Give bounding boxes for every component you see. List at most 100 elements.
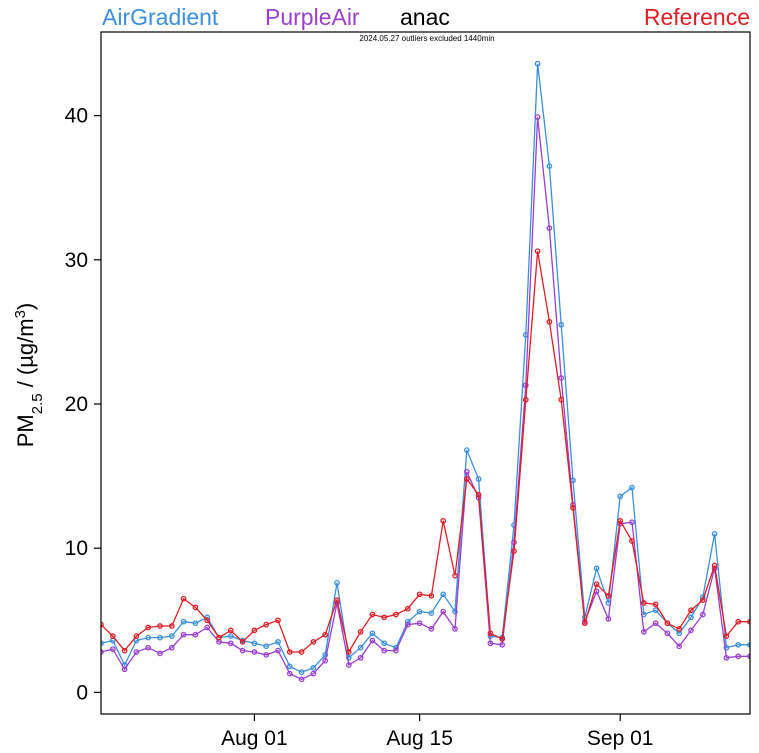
series-layer <box>101 60 750 683</box>
data-point <box>298 669 305 676</box>
data-point <box>109 646 116 652</box>
data-point <box>263 652 270 658</box>
data-point <box>192 631 199 638</box>
data-point <box>204 617 211 624</box>
data-point <box>428 592 435 599</box>
data-point <box>404 621 411 628</box>
data-point <box>428 610 435 616</box>
data-point <box>145 624 152 631</box>
data-point <box>558 375 565 381</box>
data-point <box>121 666 128 673</box>
data-point <box>711 562 718 569</box>
data-point <box>428 626 435 632</box>
data-point <box>723 654 730 661</box>
data-point <box>605 615 612 622</box>
data-point <box>227 640 234 647</box>
data-point <box>168 633 175 639</box>
data-point <box>298 676 305 683</box>
data-point <box>404 605 411 612</box>
data-point <box>440 517 447 524</box>
data-point <box>381 614 388 621</box>
data-point <box>310 639 317 645</box>
data-point <box>463 468 470 475</box>
data-point <box>263 621 270 628</box>
x-tick-label: Aug 15 <box>386 727 453 750</box>
data-point <box>735 618 742 625</box>
data-point <box>275 647 281 654</box>
y-tick-label: 10 <box>65 537 88 560</box>
data-point <box>322 652 329 658</box>
data-point <box>227 627 234 634</box>
data-point <box>440 591 447 598</box>
data-point <box>440 608 447 615</box>
data-point <box>558 321 565 328</box>
legend-reference: Reference <box>644 4 750 30</box>
series-airgradient <box>101 60 750 676</box>
data-point <box>605 592 612 599</box>
y-tick-label: 0 <box>76 681 88 704</box>
data-point <box>180 631 187 638</box>
series-line <box>101 251 750 654</box>
plot-frame <box>100 31 751 715</box>
data-point <box>534 114 541 120</box>
data-point <box>593 581 600 588</box>
data-point <box>157 650 163 657</box>
data-point <box>629 484 635 491</box>
data-point <box>652 620 659 627</box>
data-point <box>652 607 659 614</box>
data-point <box>640 600 647 606</box>
data-point <box>416 608 423 615</box>
data-point <box>522 382 529 389</box>
data-point <box>676 643 683 650</box>
data-point <box>699 597 706 603</box>
data-point <box>723 644 730 651</box>
chart-subtitle: 2024.05.27 outliers excluded 1440min <box>359 34 494 43</box>
data-point <box>286 649 293 655</box>
data-point <box>109 633 116 639</box>
data-point <box>345 649 352 655</box>
data-point <box>723 633 730 639</box>
data-point <box>192 620 199 627</box>
data-point <box>475 476 482 482</box>
y-tick-label: 40 <box>65 105 88 128</box>
data-point <box>145 644 152 651</box>
y-tick-label: 20 <box>65 393 88 416</box>
data-point <box>452 608 458 615</box>
data-point <box>511 548 517 554</box>
data-point <box>239 639 246 645</box>
data-point <box>452 572 458 579</box>
data-point <box>322 657 329 664</box>
data-point <box>322 631 329 638</box>
data-point <box>286 670 293 677</box>
data-point <box>688 614 694 621</box>
series-purpleair <box>101 114 750 683</box>
data-point <box>570 504 576 511</box>
data-point <box>688 627 694 634</box>
series-line <box>101 117 750 681</box>
data-point <box>735 653 742 660</box>
legend-purpleair: PurpleAir <box>265 4 360 30</box>
data-point <box>357 644 364 651</box>
data-point <box>522 396 529 403</box>
data-point <box>381 647 388 654</box>
data-point <box>345 662 352 668</box>
data-point <box>640 628 647 635</box>
data-point <box>393 611 399 618</box>
data-point <box>334 597 340 603</box>
data-point <box>688 607 694 614</box>
data-point <box>617 517 624 524</box>
data-point <box>463 447 470 453</box>
data-point <box>334 579 340 586</box>
data-point <box>251 649 258 655</box>
data-point <box>676 626 683 632</box>
data-point <box>581 620 588 627</box>
data-point <box>499 636 506 642</box>
data-point <box>546 163 553 169</box>
data-point <box>369 630 376 637</box>
data-point <box>369 611 376 618</box>
data-point <box>699 611 706 618</box>
data-point <box>310 670 317 677</box>
data-point <box>275 639 281 645</box>
data-point <box>369 637 376 644</box>
